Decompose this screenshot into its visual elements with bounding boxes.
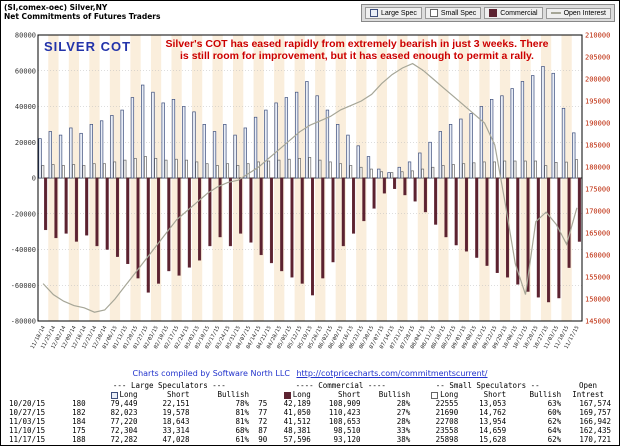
svg-text:195000: 195000	[585, 98, 610, 106]
table-row: 10/27/15 182 82,023 19,578 81% 77 41,050 110,42…	[9, 408, 611, 417]
svg-text:145000: 145000	[585, 318, 610, 326]
svg-text:150000: 150000	[585, 296, 610, 304]
svg-text:190000: 190000	[585, 120, 610, 128]
table-column-header-row: Long Short Bullish Long Short Bullish Long Shor…	[7, 390, 613, 399]
large-spec-swatch-icon	[370, 9, 379, 17]
bars-large-spec	[38, 66, 576, 179]
column-swatch-icon	[431, 391, 439, 399]
svg-text:160000: 160000	[585, 252, 610, 260]
right-axis-labels: 210000 205000 200000 195000 190000 185000 1800…	[585, 32, 610, 326]
chart-legend: Large Spec Small Spec Commercial Open Inter…	[361, 4, 615, 22]
instrument-title-block: (SI,comex-oec) Silver,NY Net Commitments…	[4, 3, 160, 21]
svg-text:60000: 60000	[15, 67, 36, 75]
svg-text:0: 0	[32, 175, 36, 183]
svg-text:155000: 155000	[585, 274, 610, 282]
cot-bar-chart: 800006000040000200000-20000-40000-60000-…	[11, 32, 611, 351]
bars-commercial	[44, 177, 581, 303]
report-subtitle: Net Commitments of Futures Traders	[4, 12, 161, 21]
legend-item-commercial: Commercial	[484, 7, 543, 19]
column-swatch-icon	[110, 391, 118, 399]
table-row: 11/17/15 188 72,282 47,028 61% 90 57,596 93,120…	[9, 435, 611, 444]
svg-text:80000: 80000	[15, 32, 36, 40]
svg-text:-40000: -40000	[11, 246, 36, 254]
cot-data-table: --- Large Speculators --- ---- Commercial…	[7, 381, 613, 444]
legend-item-large-spec: Large Spec	[365, 7, 422, 19]
table-row: 11/03/15 184 77,220 18,643 81% 72 41,512 108,65…	[9, 417, 611, 426]
open-interest-line-icon	[550, 12, 561, 14]
legend-item-small-spec: Small Spec	[424, 7, 482, 19]
legend-item-line: Open Interest	[545, 7, 611, 19]
annotation-line-2: is still room for improvement, but it ha…	[180, 50, 534, 62]
page-header: (SI,comex-oec) Silver,NY Net Commitments…	[1, 1, 619, 27]
bars-small-spec	[41, 156, 579, 179]
column-swatch-icon	[283, 391, 291, 399]
open-interest-line	[42, 62, 578, 313]
svg-text:-80000: -80000	[11, 318, 36, 326]
svg-text:200000: 200000	[585, 76, 610, 84]
x-axis-date-labels: 11/18/1411/25/1412/02/1412/09/1412/16/14…	[30, 325, 581, 350]
svg-text:185000: 185000	[585, 142, 610, 150]
small-spec-swatch-icon	[429, 9, 438, 17]
svg-text:175000: 175000	[585, 186, 610, 194]
chart-title: SILVER COT	[44, 39, 131, 54]
left-axis-labels: 80000 60000 40000 20000 0 -20000 -40000 -60000 -…	[11, 32, 36, 326]
instrument-title: (SI,comex-oec) Silver,NY	[4, 3, 108, 12]
legend-label: Open Interest	[563, 9, 606, 17]
plot-border	[37, 34, 583, 322]
table-row: 10/20/15 180 79,449 22,151 78% 75 42,189 108,90…	[9, 399, 611, 408]
legend-label: Small Spec	[440, 9, 477, 17]
table-group-header-row: --- Large Speculators --- ---- Commercial…	[112, 381, 598, 390]
svg-text:165000: 165000	[585, 230, 610, 238]
commercial-swatch-icon	[489, 9, 498, 17]
svg-text:40000: 40000	[15, 103, 36, 111]
svg-text:180000: 180000	[585, 164, 610, 172]
chart-caption: Charts compiled by Software North LLC ht…	[1, 368, 619, 379]
legend-label: Commercial	[500, 9, 538, 17]
compiled-by-text: Charts compiled by Software North LLC	[132, 369, 290, 378]
svg-text:210000: 210000	[585, 32, 610, 40]
legend-label: Large Spec	[381, 9, 417, 17]
annotation-line-1: Silver's COT has eased rapidly from extr…	[166, 38, 549, 50]
svg-text:-60000: -60000	[11, 282, 36, 290]
table-row: 11/10/15 175 72,304 33,314 68% 87 48,381 98,510…	[9, 426, 611, 435]
svg-text:20000: 20000	[15, 139, 36, 147]
svg-text:205000: 205000	[585, 54, 610, 62]
svg-text:170000: 170000	[585, 208, 610, 216]
svg-text:-20000: -20000	[11, 210, 36, 218]
source-url-link[interactable]: http://cotpricecharts.com/commitmentscur…	[296, 369, 488, 378]
